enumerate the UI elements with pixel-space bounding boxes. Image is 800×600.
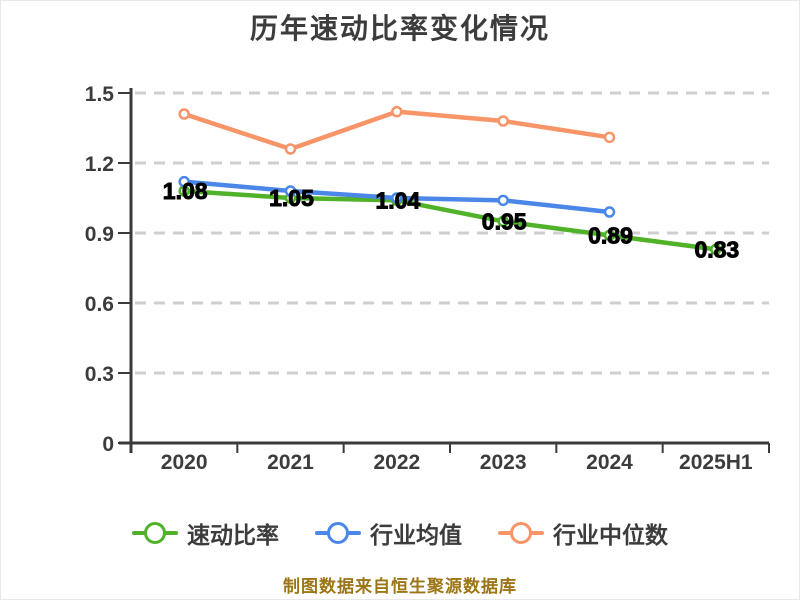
svg-text:0.9: 0.9 bbox=[85, 223, 114, 246]
svg-text:0: 0 bbox=[102, 433, 114, 456]
legend-label-industry-median: 行业中位数 bbox=[553, 522, 668, 548]
svg-text:0.95: 0.95 bbox=[482, 208, 527, 234]
svg-text:1.04: 1.04 bbox=[375, 187, 420, 213]
svg-text:0.89: 0.89 bbox=[588, 222, 633, 248]
chart-title: 历年速动比率变化情况 bbox=[249, 13, 550, 44]
svg-text:0.6: 0.6 bbox=[85, 293, 114, 316]
svg-text:2024: 2024 bbox=[586, 451, 633, 474]
svg-text:0.3: 0.3 bbox=[85, 363, 114, 386]
legend-item-industry-average[interactable]: 行业均值 bbox=[315, 516, 462, 550]
svg-text:1.2: 1.2 bbox=[85, 153, 114, 176]
svg-text:2023: 2023 bbox=[480, 451, 527, 474]
chart-legend: 速动比率 行业均值 行业中位数 bbox=[1, 516, 799, 550]
industry-average-line-marker-icon bbox=[315, 522, 361, 544]
svg-text:0.83: 0.83 bbox=[694, 236, 739, 262]
svg-text:2021: 2021 bbox=[267, 451, 314, 474]
svg-text:2020: 2020 bbox=[161, 451, 208, 474]
svg-text:2022: 2022 bbox=[373, 451, 420, 474]
legend-label-industry-average: 行业均值 bbox=[370, 522, 462, 548]
svg-text:2025H1: 2025H1 bbox=[679, 451, 753, 474]
industry-median-line-marker-icon bbox=[498, 522, 544, 544]
svg-text:1.05: 1.05 bbox=[269, 185, 314, 211]
data-source-note: 制图数据来自恒生聚源数据库 bbox=[283, 577, 517, 596]
quick-ratio-line-marker-icon bbox=[132, 522, 178, 544]
svg-text:1.08: 1.08 bbox=[163, 178, 208, 204]
svg-text:1.5: 1.5 bbox=[85, 83, 115, 106]
legend-item-industry-median[interactable]: 行业中位数 bbox=[498, 516, 668, 550]
legend-label-quick-ratio: 速动比率 bbox=[187, 522, 279, 548]
legend-item-quick-ratio[interactable]: 速动比率 bbox=[132, 516, 279, 550]
